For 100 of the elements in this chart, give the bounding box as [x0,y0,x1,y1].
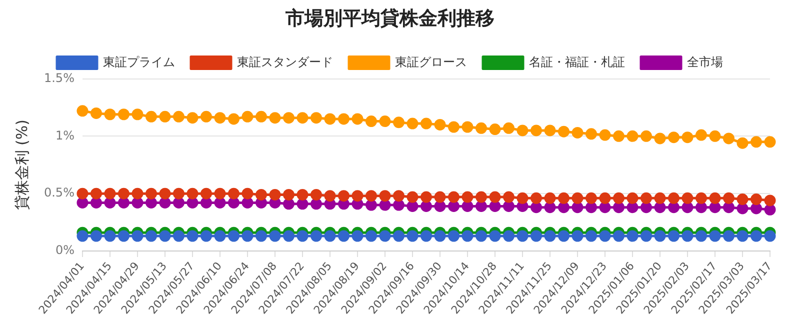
point [434,230,446,242]
point [90,196,102,208]
y-tick-label: 1.5% [44,70,74,85]
point [502,230,514,242]
point [434,200,446,212]
point [296,230,308,242]
point [640,192,652,204]
point [296,198,308,210]
point [392,199,404,211]
point [475,230,487,242]
point [764,230,776,242]
point [338,113,350,125]
point [172,110,184,122]
point [530,124,542,136]
y-axis-title: 貸株金利 (%) [12,120,31,210]
point [145,110,157,122]
point [516,230,528,242]
point [420,230,432,242]
point [544,230,556,242]
point [489,200,501,212]
point [502,191,514,203]
point [145,230,157,242]
point [310,188,322,200]
point [214,112,226,124]
point [736,137,748,149]
point [159,230,171,242]
point [696,192,707,204]
point [228,230,240,242]
point [255,188,267,200]
point [172,196,184,208]
point [585,202,597,214]
point [214,196,226,208]
point [200,196,212,208]
y-tick-label: 1% [55,128,74,142]
point [530,230,542,242]
point [76,230,88,242]
point [723,132,734,144]
point [200,110,212,122]
point [696,202,707,214]
point [764,204,776,216]
point [654,192,666,204]
point [242,230,254,242]
point [310,112,322,124]
point [104,230,116,242]
point [324,113,336,125]
point [682,202,694,214]
chart-title: 市場別平均貸株金利推移 [284,7,494,30]
point [406,230,418,242]
point [668,202,680,214]
point [764,194,776,206]
point [750,202,762,214]
point [132,196,144,208]
point [502,200,514,212]
point [558,230,570,242]
point [612,202,624,214]
point [709,202,721,214]
point [736,194,748,206]
point [626,202,638,214]
point [242,188,254,200]
point [242,196,254,208]
point [612,230,624,242]
point [750,136,762,148]
point [599,230,611,242]
point [489,191,501,203]
point [406,191,418,203]
point [723,202,734,214]
point [654,132,666,144]
point [269,112,281,124]
point [242,110,254,122]
point [489,230,501,242]
point [462,191,474,203]
legend-label: 東証プライム [103,54,175,69]
point [530,192,542,204]
point [118,188,130,200]
point [599,192,611,204]
point [448,230,460,242]
point [420,118,432,130]
point [90,107,102,119]
point [228,188,240,200]
point [572,126,584,138]
point [365,190,377,202]
point [654,230,666,242]
y-tick-label: 0.5% [44,186,74,200]
point [104,108,116,120]
point [255,230,267,242]
point [489,124,501,136]
point [599,202,611,214]
point [640,130,652,142]
point [255,110,267,122]
point [668,192,680,204]
point [434,118,446,130]
point [159,110,171,122]
point [228,196,240,208]
point [159,188,171,200]
point [159,196,171,208]
point [626,130,638,142]
point [200,230,212,242]
point [406,118,418,130]
point [612,130,624,142]
point [462,121,474,133]
